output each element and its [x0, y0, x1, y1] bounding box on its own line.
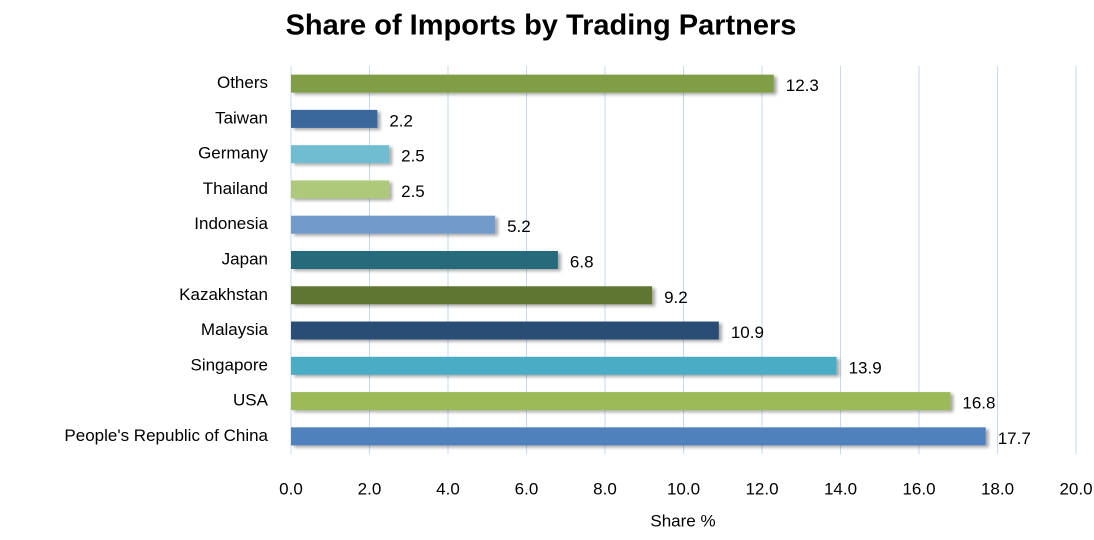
bar: [291, 251, 558, 269]
bar: [291, 392, 951, 411]
data-label: 10.9: [731, 323, 764, 342]
data-label: 2.2: [389, 111, 413, 130]
data-label: 12.3: [786, 76, 819, 95]
data-label: 17.7: [998, 429, 1031, 448]
bar: [291, 286, 653, 305]
y-tick-label: People's Republic of China: [64, 426, 268, 445]
x-tick-label: 18.0: [981, 479, 1014, 498]
x-tick-label: 16.0: [902, 479, 935, 498]
y-tick-label: Singapore: [190, 355, 268, 374]
x-tick-label: 10.0: [667, 479, 700, 498]
y-tick-label: Indonesia: [194, 214, 268, 233]
bar: [291, 145, 390, 164]
bar: [291, 74, 774, 93]
y-tick-label: Malaysia: [201, 320, 269, 339]
data-label: 5.2: [507, 217, 531, 236]
x-tick-label: 4.0: [436, 479, 460, 498]
x-tick-label: 14.0: [824, 479, 857, 498]
data-label: 9.2: [664, 288, 688, 307]
y-tick-label: USA: [233, 391, 269, 410]
y-tick-label: Taiwan: [215, 108, 268, 127]
bar: [291, 321, 719, 340]
data-label: 2.5: [401, 147, 425, 166]
data-label: 13.9: [849, 358, 882, 377]
x-tick-label: 8.0: [593, 479, 617, 498]
y-tick-label: Germany: [198, 144, 268, 163]
chart-title: Share of Imports by Trading Partners: [286, 10, 797, 42]
y-tick-label: Thailand: [203, 179, 268, 198]
x-tick-label: 6.0: [515, 479, 539, 498]
data-label: 16.8: [962, 394, 995, 413]
data-label: 2.5: [401, 182, 425, 201]
x-tick-label: 2.0: [358, 479, 382, 498]
x-axis-label: Share %: [650, 511, 715, 530]
bar: [291, 427, 986, 446]
data-label: 6.8: [570, 252, 594, 271]
x-tick-label: 12.0: [745, 479, 778, 498]
y-tick-label: Kazakhstan: [179, 285, 268, 304]
x-tick-label: 20.0: [1059, 479, 1092, 498]
y-tick-label: Japan: [222, 249, 268, 268]
bar: [291, 356, 837, 375]
bar: [291, 215, 496, 234]
bar: [291, 109, 378, 128]
y-tick-label: Others: [217, 73, 268, 92]
x-tick-label: 0.0: [279, 479, 303, 498]
bar: [291, 180, 390, 199]
